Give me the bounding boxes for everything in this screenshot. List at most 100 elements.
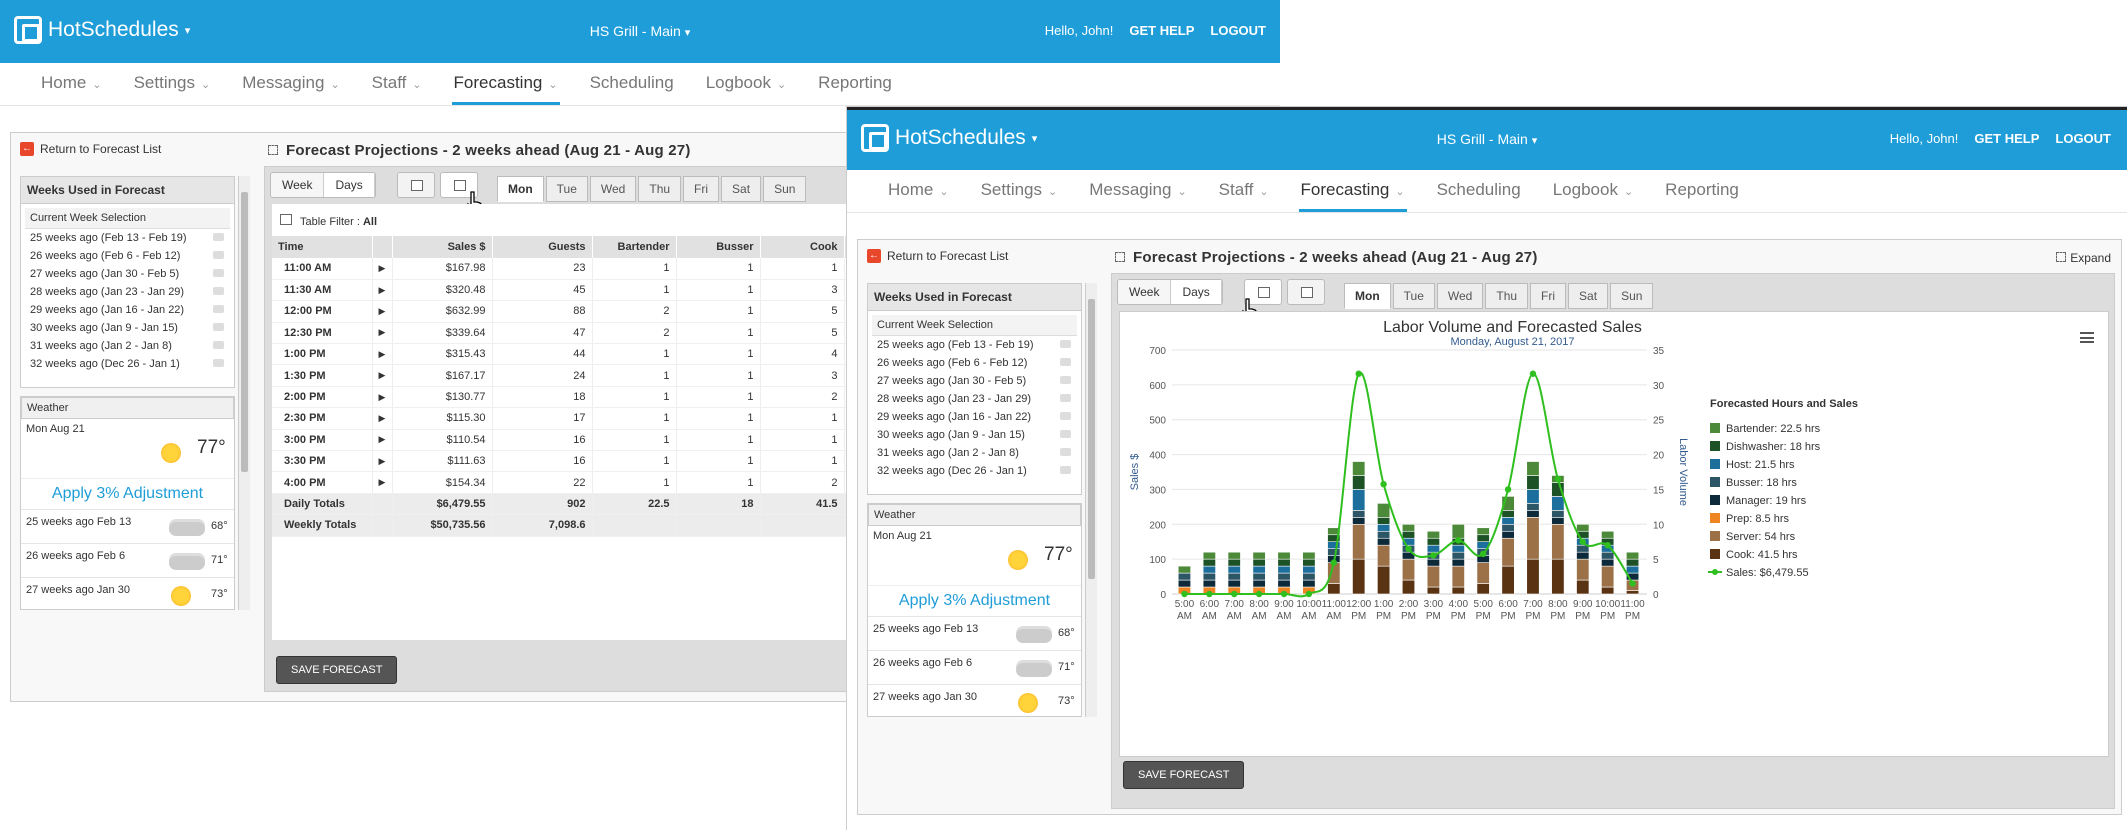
tab-thu[interactable]: Thu [638, 176, 682, 202]
bar-segment [1277, 579, 1291, 588]
nav-scheduling[interactable]: Scheduling [589, 73, 674, 92]
get-help-link[interactable]: GET HELP [1129, 23, 1195, 38]
table-cell: 1 [592, 450, 677, 473]
bar-segment [1252, 572, 1266, 581]
table-cell: 3 [760, 279, 845, 302]
nav-staff[interactable]: Staff ⌄ [1218, 180, 1269, 199]
nav-forecasting[interactable]: Forecasting ⌄ [1285, 170, 1421, 212]
week-row[interactable]: 28 weeks ago (Jan 23 - Jan 29) [25, 283, 230, 301]
week-row[interactable]: 27 weeks ago (Jan 30 - Feb 5) [25, 265, 230, 283]
bar-segment [1401, 558, 1416, 581]
nav-home[interactable]: Home ⌄ [888, 180, 949, 199]
week-button[interactable]: Week [271, 173, 325, 197]
table-filter[interactable]: Table Filter : All [280, 214, 377, 228]
days-button[interactable]: Days [1171, 280, 1222, 304]
chevron-down-icon: ▾ [184, 24, 191, 37]
left-scrollbar[interactable] [238, 176, 250, 610]
chart-view-button[interactable] [1244, 279, 1282, 305]
main-nav: Home ⌄ Settings ⌄ Messaging ⌄ Staff ⌄ Foreca… [847, 170, 2127, 213]
save-forecast-button[interactable]: SAVE FORECAST [276, 656, 398, 684]
chart-view-button[interactable] [397, 172, 435, 198]
week-row[interactable]: 31 weeks ago (Jan 2 - Jan 8) [872, 444, 1077, 462]
week-row[interactable]: 25 weeks ago (Feb 13 - Feb 19) [872, 336, 1077, 354]
week-row[interactable]: 31 weeks ago (Jan 2 - Jan 8) [25, 337, 230, 355]
bar-segment [1601, 586, 1615, 595]
expand-button[interactable]: Expand [2056, 251, 2111, 265]
week-row[interactable]: 30 weeks ago (Jan 9 - Jan 15) [872, 426, 1077, 444]
y-axis-label: Sales $ [1129, 454, 1141, 491]
toggle-icon [213, 269, 224, 277]
tab-tue[interactable]: Tue [545, 176, 588, 202]
week-row[interactable]: 29 weeks ago (Jan 16 - Jan 22) [872, 408, 1077, 426]
tab-mon[interactable]: Mon [497, 176, 544, 202]
bar-segment [1202, 572, 1216, 581]
bar-segment [1377, 517, 1391, 525]
nav-staff[interactable]: Staff ⌄ [371, 73, 422, 92]
table-cell: $167.17 [392, 364, 493, 387]
nav-reporting[interactable]: Reporting [1665, 180, 1739, 199]
nav-forecasting[interactable]: Forecasting ⌄ [438, 63, 574, 105]
tab-mon[interactable]: Mon [1344, 283, 1391, 309]
brand-logo[interactable]: HotSchedules ▾ [861, 124, 1037, 152]
tab-wed[interactable]: Wed [1436, 283, 1484, 309]
tab-sun[interactable]: Sun [1610, 283, 1654, 309]
brand-logo[interactable]: HotSchedules ▾ [14, 16, 190, 44]
table-view-button[interactable] [1287, 279, 1325, 305]
nav-home[interactable]: Home ⌄ [41, 73, 102, 92]
table-cell: 2 [760, 386, 845, 409]
week-row[interactable]: 30 weeks ago (Jan 9 - Jan 15) [25, 319, 230, 337]
bar-segment [1451, 544, 1465, 553]
tab-sat[interactable]: Sat [1568, 283, 1609, 309]
x-tick-label: 10:00 PM [1595, 599, 1620, 622]
apply-adjustment-link[interactable]: Apply 3% Adjustment [898, 592, 1051, 609]
tab-fri[interactable]: Fri [1530, 283, 1567, 309]
week-row[interactable]: 26 weeks ago (Feb 6 - Feb 12) [872, 354, 1077, 372]
days-button[interactable]: Days [324, 173, 375, 197]
nav-settings[interactable]: Settings ⌄ [133, 73, 211, 92]
nav-logbook[interactable]: Logbook ⌄ [1552, 180, 1634, 199]
bar-segment [1327, 548, 1341, 556]
location-selector[interactable]: HS Grill - Main ▾ [1436, 131, 1538, 147]
logo-icon [861, 124, 889, 152]
week-row[interactable]: 25 weeks ago (Feb 13 - Feb 19) [25, 229, 230, 247]
tab-tue[interactable]: Tue [1392, 283, 1435, 309]
week-row[interactable]: 26 weeks ago (Feb 6 - Feb 12) [25, 247, 230, 265]
logout-link[interactable]: LOGOUT [2055, 131, 2111, 146]
get-help-link[interactable]: GET HELP [1974, 131, 2040, 146]
save-forecast-button[interactable]: SAVE FORECAST [1123, 761, 1245, 789]
week-button[interactable]: Week [1118, 280, 1172, 304]
sun-icon [161, 443, 181, 463]
nav-messaging[interactable]: Messaging ⌄ [242, 73, 340, 92]
table-cell: 88 [492, 300, 593, 323]
chart-menu-icon[interactable] [2080, 332, 2094, 343]
bar-segment [1227, 565, 1241, 574]
apply-adjustment-link[interactable]: Apply 3% Adjustment [51, 485, 204, 502]
left-scrollbar[interactable] [1085, 283, 1097, 717]
tab-wed[interactable]: Wed [589, 176, 637, 202]
nav-reporting[interactable]: Reporting [818, 73, 892, 92]
sales-point [1355, 370, 1362, 377]
nav-settings[interactable]: Settings ⌄ [980, 180, 1058, 199]
week-row[interactable]: 29 weeks ago (Jan 16 - Jan 22) [25, 301, 230, 319]
week-row[interactable]: 32 weeks ago (Dec 26 - Jan 1) [872, 462, 1077, 480]
tab-thu[interactable]: Thu [1485, 283, 1529, 309]
logout-link[interactable]: LOGOUT [1210, 23, 1266, 38]
bar-segment [1377, 530, 1391, 539]
week-row[interactable]: 27 weeks ago (Jan 30 - Feb 5) [872, 372, 1077, 390]
location-selector[interactable]: HS Grill - Main ▾ [589, 23, 691, 39]
expand-icon [2056, 252, 2067, 262]
x-tick-label: 7:00 AM [1225, 599, 1245, 622]
week-row[interactable]: 28 weeks ago (Jan 23 - Jan 29) [872, 390, 1077, 408]
nav-logbook[interactable]: Logbook ⌄ [705, 73, 787, 92]
bar-segment [1252, 551, 1266, 560]
return-to-forecast-list[interactable]: ← Return to Forecast List [867, 249, 1009, 263]
return-to-forecast-list[interactable]: ← Return to Forecast List [20, 142, 162, 156]
tab-fri[interactable]: Fri [683, 176, 720, 202]
nav-messaging[interactable]: Messaging ⌄ [1089, 180, 1187, 199]
nav-scheduling[interactable]: Scheduling [1436, 180, 1521, 199]
x-tick-label: 9:00 PM [1573, 599, 1593, 622]
week-row[interactable]: 32 weeks ago (Dec 26 - Jan 1) [25, 355, 230, 373]
tab-sun[interactable]: Sun [763, 176, 807, 202]
tab-sat[interactable]: Sat [721, 176, 762, 202]
legend-item: Dishwasher: 18 hrs [1726, 441, 1821, 453]
